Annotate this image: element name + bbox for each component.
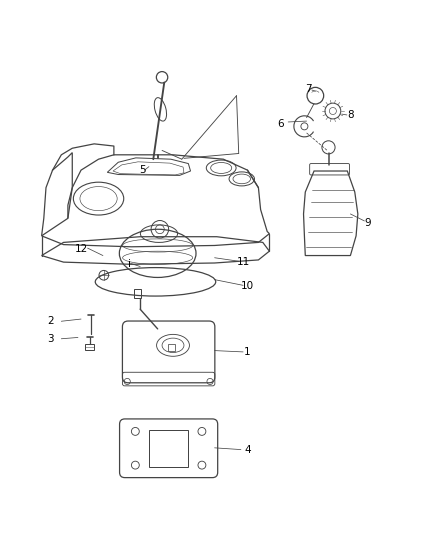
Text: 1: 1 (244, 347, 251, 357)
Text: i: i (128, 260, 131, 269)
Text: 12: 12 (74, 244, 88, 254)
Text: 7: 7 (305, 84, 312, 94)
Text: 6: 6 (277, 119, 284, 129)
Text: 2: 2 (47, 316, 54, 326)
Text: 5: 5 (139, 165, 146, 175)
Text: 10: 10 (241, 281, 254, 291)
Text: 4: 4 (244, 446, 251, 456)
Text: 3: 3 (47, 334, 54, 344)
Text: 11: 11 (237, 257, 250, 267)
Text: 8: 8 (347, 110, 354, 120)
Text: 9: 9 (364, 217, 371, 228)
